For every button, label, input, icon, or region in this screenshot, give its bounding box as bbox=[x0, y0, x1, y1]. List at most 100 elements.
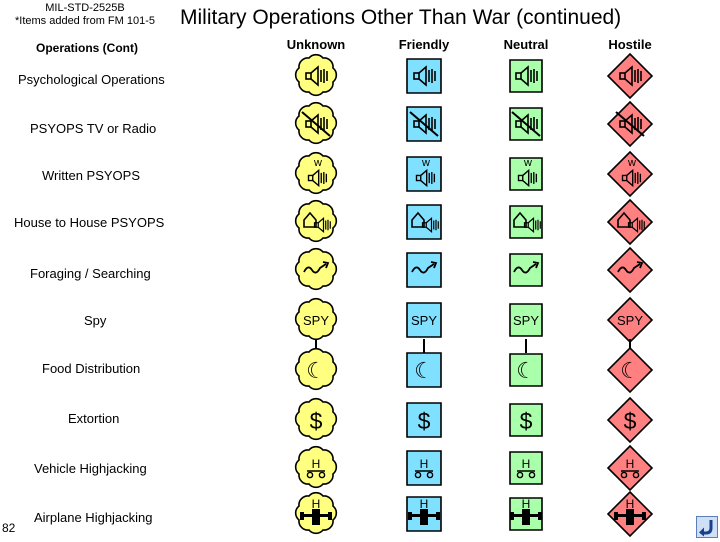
svg-text:☾: ☾ bbox=[306, 359, 326, 384]
column-header-friendly: Friendly bbox=[398, 37, 450, 52]
row-label-foraging-searching: Foraging / Searching bbox=[30, 266, 151, 281]
symbol-neutral-5 bbox=[498, 242, 554, 298]
symbol-unknown-1 bbox=[288, 48, 344, 104]
symbol-friendly-1 bbox=[396, 48, 452, 104]
svg-text:☾: ☾ bbox=[516, 359, 536, 384]
airplane-hijack-icon: H bbox=[606, 490, 654, 538]
symbol-unknown-2 bbox=[288, 96, 344, 152]
airplane-hijack-icon: H bbox=[509, 497, 543, 531]
symbol-hostile-4 bbox=[602, 194, 658, 250]
source-note: MIL-STD-2525B *Items added from FM 101-5 bbox=[0, 2, 170, 28]
symbol-neutral-1 bbox=[498, 48, 554, 104]
house-to-house-icon bbox=[509, 205, 543, 239]
psyops-loudspeaker-icon bbox=[406, 58, 442, 94]
svg-text:$: $ bbox=[520, 408, 533, 434]
page-number: 82 bbox=[2, 521, 16, 535]
foraging-searching-icon bbox=[294, 247, 338, 291]
symbol-friendly-2 bbox=[396, 96, 452, 152]
symbol-hostile-2 bbox=[602, 96, 658, 152]
house-to-house-icon bbox=[294, 199, 338, 243]
symbol-unknown-3: w bbox=[288, 146, 344, 202]
row-label-extortion: Extortion bbox=[68, 411, 120, 426]
svg-text:H: H bbox=[626, 457, 635, 471]
vehicle-hijack-icon: H bbox=[509, 451, 543, 485]
return-button[interactable] bbox=[696, 516, 718, 538]
symbol-unknown-10: H bbox=[288, 486, 344, 542]
written-psyops-icon: w bbox=[509, 157, 543, 191]
svg-text:$: $ bbox=[418, 408, 431, 434]
crescent-icon: ☾ bbox=[606, 339, 654, 394]
symbol-hostile-8: $ bbox=[602, 392, 658, 448]
symbol-neutral-8: $ bbox=[498, 392, 554, 448]
written-psyops-icon: w bbox=[406, 156, 442, 192]
source-items-note: *Items added from FM 101-5 bbox=[14, 15, 155, 27]
dollar-icon: $ bbox=[294, 397, 338, 441]
svg-text:SPY: SPY bbox=[303, 313, 329, 328]
symbol-hostile-1 bbox=[602, 48, 658, 104]
spy-text: SPY bbox=[509, 303, 543, 337]
symbol-unknown-6: SPY bbox=[288, 292, 344, 348]
row-label-spy: Spy bbox=[84, 313, 107, 328]
symbol-hostile-7: ☾ bbox=[602, 339, 658, 398]
row-label-airplane-highjacking: Airplane Highjacking bbox=[34, 510, 153, 525]
svg-text:H: H bbox=[626, 497, 635, 511]
svg-text:$: $ bbox=[624, 408, 637, 434]
written-psyops-icon: w bbox=[294, 151, 338, 195]
vehicle-hijack-icon: H bbox=[406, 450, 442, 486]
symbol-friendly-7: ☾ bbox=[396, 339, 452, 398]
psyops-tv-radio-icon bbox=[406, 106, 442, 142]
airplane-hijack-icon: H bbox=[406, 496, 442, 532]
svg-text:w: w bbox=[313, 157, 322, 169]
svg-text:H: H bbox=[312, 497, 321, 511]
symbol-hostile-9: H bbox=[602, 440, 658, 496]
svg-text:H: H bbox=[522, 457, 531, 471]
symbol-neutral-2 bbox=[498, 96, 554, 152]
symbol-hostile-3: w bbox=[602, 146, 658, 202]
symbol-neutral-6: SPY bbox=[498, 292, 554, 348]
svg-text:$: $ bbox=[310, 408, 323, 434]
section-subtitle: Operations (Cont) bbox=[36, 41, 138, 55]
airplane-hijack-icon: H bbox=[294, 491, 338, 535]
symbol-neutral-7: ☾ bbox=[498, 339, 554, 398]
svg-text:H: H bbox=[522, 497, 531, 511]
house-to-house-icon bbox=[606, 198, 654, 246]
svg-text:H: H bbox=[312, 457, 321, 471]
psyops-loudspeaker-icon bbox=[606, 52, 654, 100]
row-label-vehicle-highjacking: Vehicle Highjacking bbox=[34, 461, 147, 476]
symbol-friendly-5 bbox=[396, 242, 452, 298]
column-header-hostile: Hostile bbox=[608, 37, 652, 52]
symbol-unknown-4 bbox=[288, 194, 344, 250]
psyops-loudspeaker-icon bbox=[509, 59, 543, 93]
symbol-neutral-3: w bbox=[498, 146, 554, 202]
svg-text:SPY: SPY bbox=[411, 313, 437, 328]
symbol-unknown-8: $ bbox=[288, 392, 344, 448]
foraging-searching-icon bbox=[606, 246, 654, 294]
psyops-tv-radio-icon bbox=[509, 107, 543, 141]
column-header-neutral: Neutral bbox=[503, 37, 549, 52]
source-standard: MIL-STD-2525B bbox=[45, 2, 125, 14]
svg-text:w: w bbox=[523, 157, 532, 169]
psyops-tv-radio-icon bbox=[606, 100, 654, 148]
psyops-tv-radio-icon bbox=[294, 101, 338, 145]
return-arrow-icon bbox=[696, 516, 718, 538]
symbol-friendly-6: SPY bbox=[396, 292, 452, 348]
row-label-psychological-operations: Psychological Operations bbox=[18, 72, 165, 87]
crescent-icon: ☾ bbox=[294, 339, 338, 391]
symbol-friendly-4 bbox=[396, 194, 452, 250]
svg-text:☾: ☾ bbox=[414, 359, 434, 384]
symbol-friendly-3: w bbox=[396, 146, 452, 202]
spy-text: SPY bbox=[294, 297, 338, 341]
crescent-icon: ☾ bbox=[406, 339, 442, 388]
symbol-neutral-10: H bbox=[498, 486, 554, 542]
svg-text:w: w bbox=[627, 157, 636, 169]
foraging-searching-icon bbox=[406, 252, 442, 288]
dollar-icon: $ bbox=[406, 402, 442, 438]
foraging-searching-icon bbox=[509, 253, 543, 287]
row-label-written-psyops: Written PSYOPS bbox=[42, 168, 141, 183]
symbol-friendly-8: $ bbox=[396, 392, 452, 448]
spy-text: SPY bbox=[406, 302, 442, 338]
svg-text:☾: ☾ bbox=[620, 359, 640, 384]
row-label-psyops-tv-radio: PSYOPS TV or Radio bbox=[30, 121, 157, 136]
svg-text:H: H bbox=[420, 457, 429, 471]
dollar-icon: $ bbox=[509, 403, 543, 437]
